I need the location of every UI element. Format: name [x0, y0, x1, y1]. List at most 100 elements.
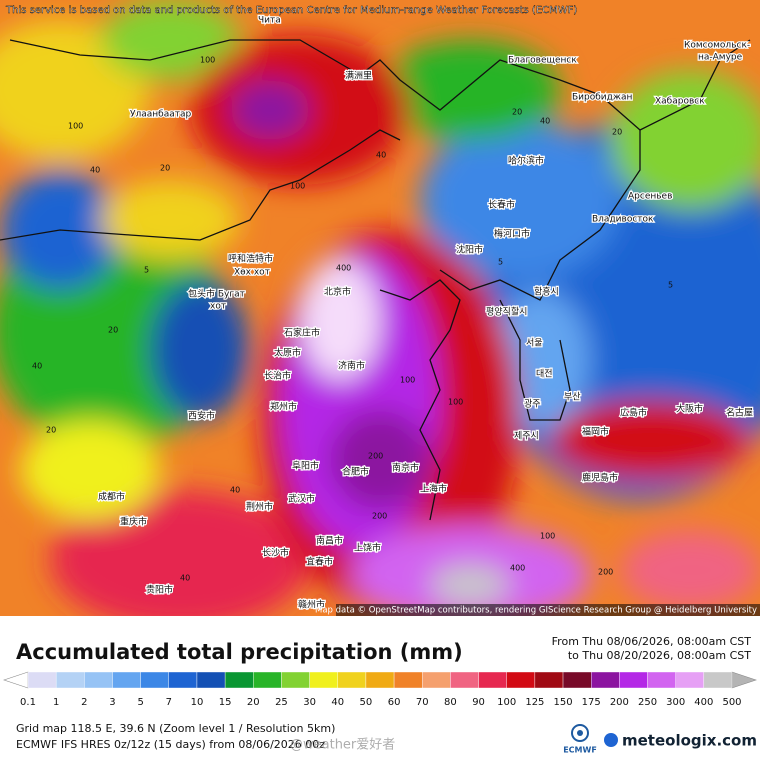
- legend-level-label: 2: [81, 697, 87, 708]
- place-label: 南京市: [392, 462, 419, 474]
- legend-level-label: 5: [137, 697, 143, 708]
- legend-level-label: 300: [666, 697, 685, 708]
- place-label: 石家庄市: [284, 327, 320, 339]
- place-label: 济南市: [338, 360, 365, 372]
- place-label: Благовещенск: [508, 56, 577, 66]
- meteologix-logo: meteologix.com: [604, 732, 757, 750]
- place-label: Арсеньев: [628, 192, 672, 202]
- contour-label: 100: [540, 532, 555, 541]
- contour-label: 200: [372, 512, 387, 521]
- grid-info: Grid map 118.5 E, 39.6 N (Zoom level 1 /…: [16, 722, 335, 735]
- place-label: 광주: [524, 398, 541, 410]
- contour-label: 40: [180, 574, 190, 583]
- place-label: Хабаровск: [655, 97, 705, 107]
- place-label: на-Амуре: [698, 53, 743, 63]
- contour-label: 100: [290, 182, 305, 191]
- place-label: Чита: [258, 16, 281, 26]
- place-label: 鹿児島市: [582, 472, 618, 484]
- contour-label: 20: [46, 426, 56, 435]
- place-label: 呼和浩特市: [228, 253, 273, 265]
- legend-swatch: [337, 671, 367, 689]
- place-label: Биробиджан: [572, 93, 632, 103]
- place-label: 沈阳市: [456, 244, 483, 256]
- legend-level-label: 125: [525, 697, 544, 708]
- place-label: 대전: [536, 369, 553, 380]
- legend-level-label: 50: [360, 697, 373, 708]
- place-label: 荆州市: [246, 501, 273, 513]
- place-label: 郑州市: [270, 401, 297, 413]
- place-label: 名古屋: [726, 407, 753, 419]
- contour-label: 100: [448, 398, 463, 407]
- place-label: 重庆市: [120, 516, 147, 528]
- legend-level-label: 7: [166, 697, 172, 708]
- place-label: 上海市: [420, 483, 447, 495]
- contour-label: 40: [540, 117, 550, 126]
- place-label: 长沙市: [262, 547, 289, 559]
- legend-swatch: [196, 671, 226, 689]
- borders: [0, 39, 751, 521]
- place-label: 梅河口市: [494, 228, 530, 240]
- legend-level-label: 250: [638, 697, 657, 708]
- place-label: 满洲里: [345, 71, 372, 82]
- legend-swatch: [619, 671, 648, 689]
- legend-level-label: 1: [53, 697, 59, 708]
- period-to: to Thu 08/20/2026, 08:00am CST: [568, 649, 751, 662]
- contour-label: 20: [612, 128, 622, 137]
- contour-label: 100: [400, 376, 415, 385]
- legend-swatch: [506, 671, 536, 689]
- place-label: 上饶市: [354, 542, 381, 554]
- legend-level-label: 20: [247, 697, 260, 708]
- legend-swatch: [534, 671, 564, 689]
- legend-swatch: [562, 671, 592, 689]
- legend-level-label: 10: [191, 697, 204, 708]
- place-label: 宜春市: [306, 556, 333, 568]
- legend-swatch: [84, 671, 113, 689]
- legend-swatch: [393, 671, 423, 689]
- place-label: 서울: [526, 338, 543, 349]
- legend-level-label: 175: [582, 697, 601, 708]
- place-label: 包头市 Бугат: [188, 288, 245, 300]
- place-labels: Чита Улаанбаатар 满洲里 Благовещенск Комсом…: [97, 14, 755, 612]
- place-label: 合肥市: [342, 466, 369, 478]
- place-label: 太原市: [274, 347, 301, 359]
- contour-label: 100: [200, 56, 215, 65]
- legend-swatch: [478, 671, 507, 689]
- meteologix-text: meteologix.com: [622, 732, 757, 750]
- contour-label: 20: [160, 164, 170, 173]
- legend-swatch: [112, 671, 141, 689]
- place-label: Комсомольск-: [684, 41, 750, 51]
- place-label: 贵阳市: [146, 584, 173, 596]
- legend-swatch: [450, 671, 479, 689]
- legend-level-label: 40: [331, 697, 344, 708]
- contour-label: 400: [336, 264, 351, 273]
- legend-swatch: [422, 671, 451, 689]
- contour-label: 200: [368, 452, 383, 461]
- period-from: From Thu 08/06/2026, 08:00am CST: [552, 635, 752, 648]
- place-label: 武汉市: [288, 493, 315, 505]
- model-info: ECMWF IFS HRES 0z/12z (15 days) from 08/…: [16, 738, 325, 751]
- legend-level-label: 150: [553, 697, 572, 708]
- contour-label: 5: [498, 258, 503, 267]
- place-label: 부산: [564, 392, 581, 403]
- place-label: 大阪市: [676, 403, 703, 415]
- place-label: 福岡市: [582, 426, 609, 438]
- attribution-bg: [336, 604, 760, 616]
- legend-level-label: 400: [694, 697, 713, 708]
- legend-swatch: [675, 671, 705, 689]
- legend-swatch: [55, 671, 85, 689]
- legend-level-label: 3: [109, 697, 115, 708]
- legend-swatch: [703, 671, 733, 689]
- watermark: @weather爱好者: [290, 738, 395, 753]
- contour-label: 40: [230, 486, 240, 495]
- ecmwf-logo: ECMWF: [563, 724, 597, 755]
- legend-level-label: 80: [444, 697, 457, 708]
- place-label: хот: [210, 302, 226, 312]
- title: Accumulated total precipitation (mm): [16, 640, 463, 664]
- legend-level-label: 0.1: [20, 697, 36, 708]
- contour-label: 40: [376, 151, 386, 160]
- place-label: 西安市: [188, 410, 215, 422]
- place-label: Улаанбаатар: [130, 110, 191, 120]
- legend-swatch: [309, 671, 338, 689]
- place-label: 阜阳市: [292, 460, 319, 472]
- legend-level-label: 70: [416, 697, 429, 708]
